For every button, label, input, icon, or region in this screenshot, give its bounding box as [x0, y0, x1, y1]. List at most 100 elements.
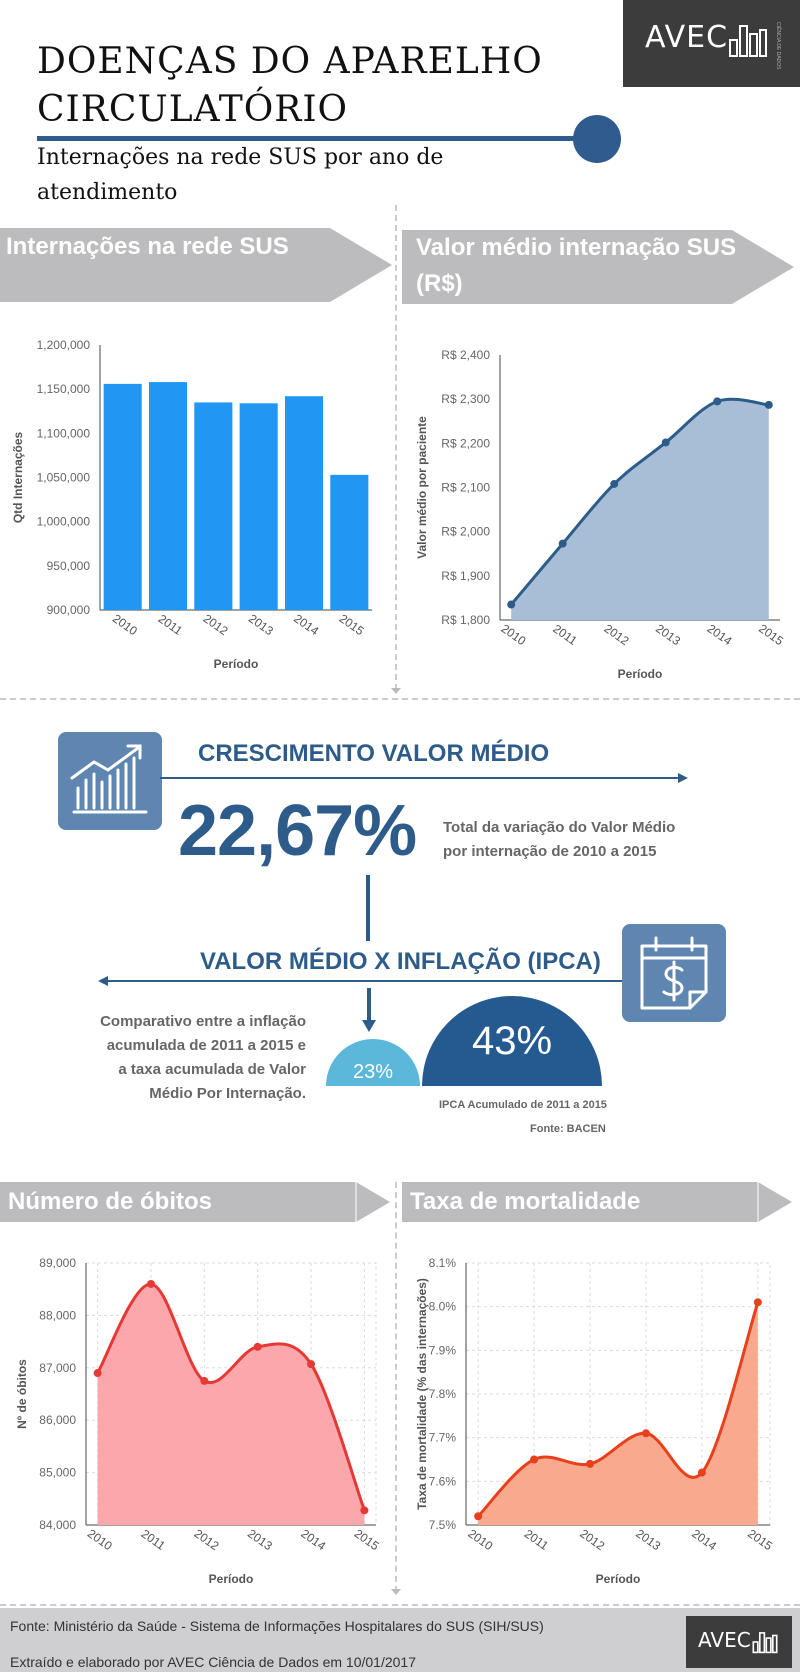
inflation-arrow	[98, 976, 628, 986]
x-tick-label: 2015	[337, 611, 367, 638]
page-title: DOENÇAS DO APARELHO CIRCULATÓRIO	[37, 38, 597, 134]
data-point	[697, 1468, 706, 1477]
data-point	[558, 539, 567, 548]
divider-arrow-icon	[391, 688, 401, 694]
y-tick-label: 89,000	[39, 1256, 76, 1270]
y-tick-label: R$ 1,900	[441, 569, 490, 583]
x-tick-label: 2011	[550, 622, 579, 648]
data-point	[610, 479, 619, 488]
calendar-dollar-icon	[640, 936, 708, 1010]
down-arrow	[362, 988, 376, 1032]
y-tick-label: 900,000	[47, 603, 91, 617]
x-tick-label: 2015	[352, 1526, 382, 1553]
panel-title-valor-medio-line-2: (R$)	[416, 270, 463, 297]
y-tick-label: 85,000	[39, 1466, 76, 1480]
bacen-source: Fonte: BACEN	[530, 1123, 606, 1135]
x-tick-label: 2011	[156, 612, 185, 638]
x-axis-title: Período	[209, 1572, 254, 1586]
connector-line	[366, 875, 370, 941]
chart-internacoes: 900,000 950,000 1,000,000 1,050,000 1,100,00…	[11, 338, 372, 671]
y-axis-title: Taxa de mortalidade (% das internações)	[415, 1278, 429, 1510]
bar	[284, 396, 324, 610]
comparison-description: Comparativo entre a inflação acumulada d…	[40, 1010, 306, 1106]
inflation-heading: VALOR MÉDIO X INFLAÇÃO (IPCA)	[200, 948, 601, 975]
footer-logo-bars-icon	[752, 1632, 778, 1654]
y-tick-label: R$ 2,000	[441, 525, 490, 539]
y-tick-label: 950,000	[47, 559, 91, 573]
x-tick-label: 2012	[602, 621, 632, 648]
y-tick-label: 1,000,000	[37, 515, 91, 529]
small-semicircle	[326, 1039, 420, 1086]
ipca-label: IPCA Acumulado de 2011 a 2015	[439, 1099, 607, 1111]
comparison-line-2: acumulada de 2011 a 2015 e	[106, 1037, 306, 1054]
comparison-semicircles: 23% 43%	[326, 996, 602, 1086]
vertical-divider-bottom	[395, 1182, 397, 1592]
big-semicircle	[422, 996, 602, 1086]
growth-heading: CRESCIMENTO VALOR MÉDIO	[198, 740, 550, 767]
growth-description-line-2: por internação de 2010 a 2015	[443, 843, 657, 860]
data-point	[713, 397, 722, 406]
banner-valor-medio	[402, 230, 794, 304]
x-tick-label: 2013	[245, 1526, 275, 1553]
data-point	[661, 438, 670, 447]
panel-title-valor-medio: Valor médio internação SUS (R$)	[416, 230, 736, 302]
x-tick-label: 2014	[291, 611, 321, 638]
series-line	[96, 1282, 366, 1511]
y-tick-label: 88,000	[39, 1308, 76, 1322]
page-subtitle: Internações na rede SUS por ano de atend…	[37, 140, 597, 210]
banner-mortalidade	[402, 1182, 792, 1222]
horizontal-divider	[0, 698, 800, 700]
x-axis-title: Período	[214, 657, 259, 671]
x-tick-label: 2010	[499, 621, 529, 648]
data-point	[507, 600, 516, 609]
x-tick-label: 2011	[139, 1527, 168, 1553]
panel-title-mortalidade: Taxa de mortalidade	[410, 1188, 641, 1215]
data-point	[200, 1376, 209, 1385]
y-tick-label: R$ 2,200	[441, 436, 490, 450]
chart-obitos: 84,000 85,000 86,000 87,000 88,000 89,000 2010…	[15, 1256, 382, 1586]
divider-arrow-icon-2	[391, 1589, 401, 1595]
logo-tagline: CIÊNCIA DE DADOS	[775, 22, 781, 70]
y-tick-label: 1,050,000	[37, 471, 91, 485]
data-point	[586, 1459, 595, 1468]
x-tick-label: 2015	[756, 621, 786, 648]
footer-divider	[0, 1604, 800, 1606]
growth-arrow	[160, 773, 688, 783]
y-tick-label: 87,000	[39, 1361, 76, 1375]
y-tick-label: R$ 2,400	[441, 348, 490, 362]
data-point	[764, 400, 773, 409]
y-tick-label: 84,000	[39, 1518, 76, 1532]
footer-source: Fonte: Ministério da Saúde - Sistema de …	[10, 1618, 544, 1634]
y-tick-label: R$ 1,800	[441, 613, 490, 627]
y-axis-title: Qtd Internações	[11, 432, 25, 524]
y-tick-label: 7.8%	[429, 1387, 457, 1401]
x-tick-label: 2014	[689, 1526, 719, 1553]
x-tick-label: 2013	[633, 1526, 663, 1553]
logo-wordmark: AVEC	[645, 20, 729, 55]
x-tick-label: 2015	[745, 1526, 775, 1553]
area-fill	[97, 1283, 365, 1525]
x-tick-label: 2010	[466, 1526, 496, 1553]
x-tick-label: 2012	[201, 611, 231, 638]
avec-logo	[623, 0, 800, 87]
footer	[0, 1608, 800, 1672]
x-tick-label: 2013	[246, 611, 276, 638]
x-tick-label: 2014	[705, 621, 735, 648]
bar	[330, 474, 369, 610]
data-point	[360, 1506, 369, 1515]
area-fill	[478, 1302, 758, 1525]
x-axis-title: Período	[618, 667, 663, 681]
banner-obitos	[0, 1182, 390, 1222]
logo-bars-icon	[729, 25, 767, 57]
title-underline	[37, 136, 597, 141]
comparison-line-4: Médio Por Internação.	[149, 1085, 306, 1102]
title-line-1: DOENÇAS DO APARELHO	[37, 41, 543, 82]
bar	[194, 402, 233, 610]
growth-description-line-1: Total da variação do Valor Médio	[443, 819, 676, 836]
big-semicircle-value: 43%	[472, 1019, 552, 1063]
y-tick-label: 1,100,000	[37, 426, 91, 440]
x-tick-label: 2014	[298, 1526, 328, 1553]
y-tick-label: 7.6%	[429, 1474, 457, 1488]
y-tick-label: 7.9%	[429, 1343, 457, 1357]
bar	[103, 383, 142, 610]
